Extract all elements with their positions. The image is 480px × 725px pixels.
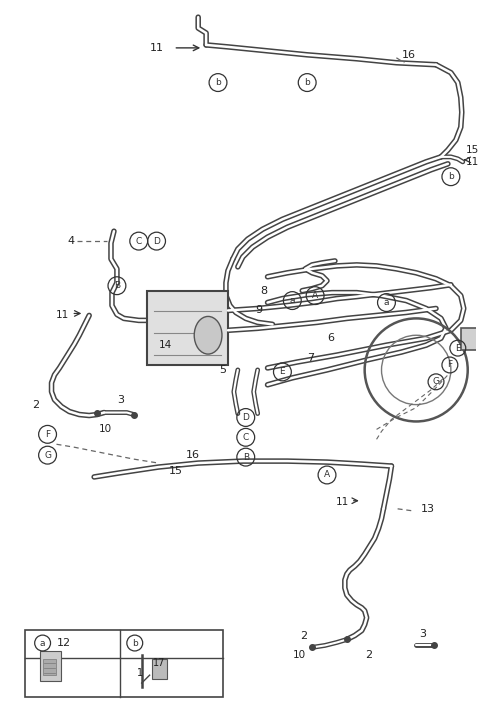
Ellipse shape xyxy=(194,316,222,354)
Text: 10: 10 xyxy=(99,424,112,434)
Text: 16: 16 xyxy=(401,50,415,60)
Text: 13: 13 xyxy=(421,504,435,514)
Text: A: A xyxy=(324,471,330,479)
Text: 10: 10 xyxy=(292,650,305,660)
FancyBboxPatch shape xyxy=(43,659,57,675)
Text: 17: 17 xyxy=(153,658,166,668)
Text: 16: 16 xyxy=(186,450,200,460)
Text: 2: 2 xyxy=(32,399,39,410)
Text: 12: 12 xyxy=(57,638,71,648)
Text: 2: 2 xyxy=(300,631,307,640)
Text: D: D xyxy=(153,236,160,246)
Text: E: E xyxy=(455,344,461,352)
Text: G: G xyxy=(432,377,440,386)
Text: 4: 4 xyxy=(67,236,74,246)
Text: b: b xyxy=(132,639,138,647)
Text: 3: 3 xyxy=(117,394,124,405)
Text: a: a xyxy=(40,639,46,647)
Text: 11: 11 xyxy=(336,497,349,507)
Text: B: B xyxy=(114,281,120,290)
Text: 7: 7 xyxy=(307,353,314,363)
FancyBboxPatch shape xyxy=(40,651,61,681)
Text: b: b xyxy=(304,78,310,87)
Text: 11: 11 xyxy=(466,157,479,167)
Text: 11: 11 xyxy=(56,310,70,320)
Text: F: F xyxy=(45,430,50,439)
FancyBboxPatch shape xyxy=(461,328,480,350)
Text: 15: 15 xyxy=(168,466,182,476)
Text: 5: 5 xyxy=(219,365,226,375)
Text: E: E xyxy=(280,368,285,376)
Text: 1: 1 xyxy=(137,668,143,679)
Text: C: C xyxy=(242,433,249,442)
Text: B: B xyxy=(243,452,249,462)
Text: A: A xyxy=(312,291,318,300)
Text: 8: 8 xyxy=(261,286,268,296)
Text: G: G xyxy=(44,451,51,460)
Text: a: a xyxy=(289,296,295,305)
Text: 3: 3 xyxy=(419,629,426,639)
Text: a: a xyxy=(384,298,389,307)
Text: F: F xyxy=(447,360,453,370)
FancyBboxPatch shape xyxy=(147,291,228,365)
Text: 15: 15 xyxy=(466,145,479,155)
Text: D: D xyxy=(242,413,249,422)
Text: C: C xyxy=(136,236,142,246)
Text: 2: 2 xyxy=(365,650,372,660)
FancyBboxPatch shape xyxy=(152,659,168,679)
Text: 11: 11 xyxy=(149,43,164,53)
Text: 6: 6 xyxy=(327,334,334,343)
Text: b: b xyxy=(215,78,221,87)
Text: 14: 14 xyxy=(158,340,172,350)
Text: 9: 9 xyxy=(256,305,263,315)
FancyBboxPatch shape xyxy=(25,629,223,697)
Text: b: b xyxy=(448,173,454,181)
